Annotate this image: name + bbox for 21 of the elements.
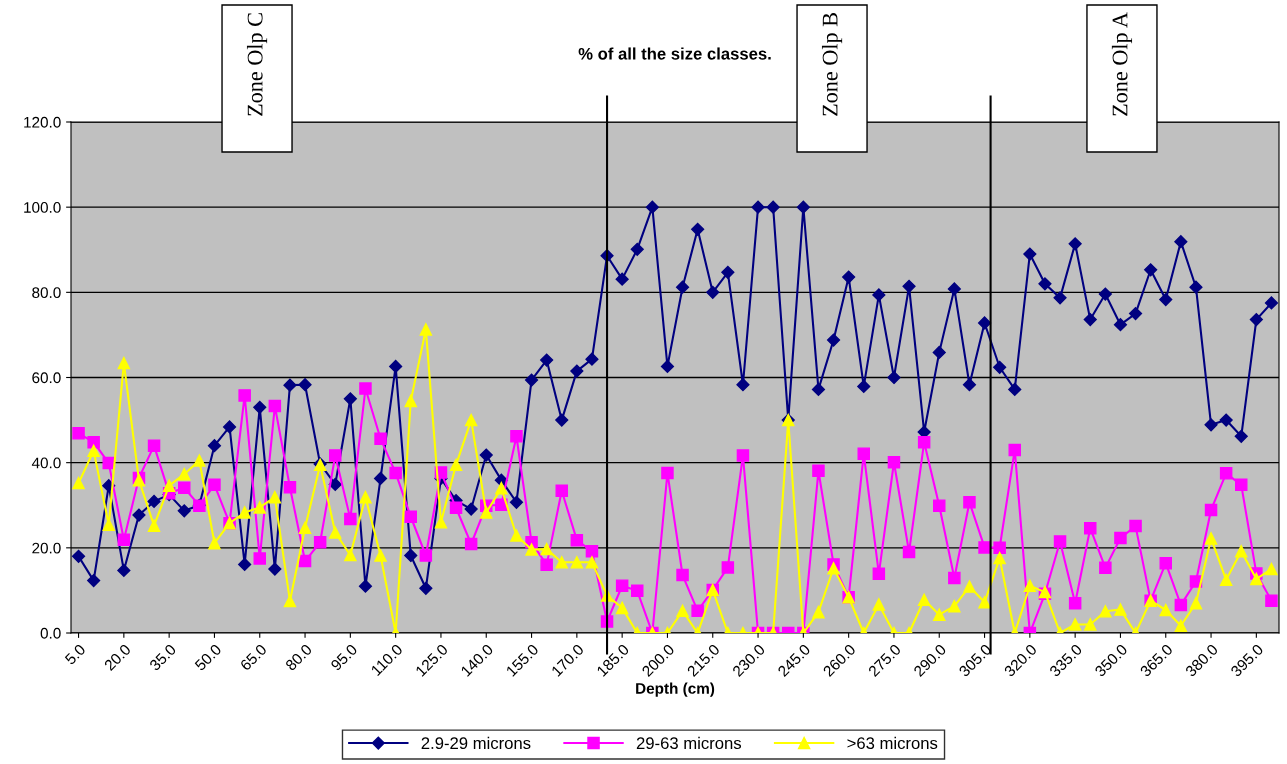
x-tick-label: 80.0: [284, 643, 313, 672]
x-axis-title: Depth (cm): [636, 682, 715, 697]
legend-label: 2.9-29 microns: [421, 736, 531, 750]
y-tick-label: 80.0: [32, 287, 61, 299]
y-tick-label: 120.0: [24, 116, 61, 128]
text: Zone Olp A: [1111, 12, 1133, 116]
y-tick-label: 100.0: [24, 202, 61, 213]
legend-label: 29-63 microns: [636, 736, 742, 750]
y-tick-label: 20.0: [32, 542, 61, 554]
text: Zone Olp B: [821, 13, 843, 116]
x-tick-label: 35.0: [148, 643, 177, 672]
y-tick-label: 60.0: [32, 372, 61, 384]
y-tick-label: 0.0: [40, 627, 61, 639]
y-tick-label: 40.0: [31, 457, 61, 469]
chart-title: % of all the size classes.: [578, 47, 771, 60]
legend-label: >63 microns: [847, 736, 938, 750]
x-tick-label: 95.0: [330, 643, 358, 672]
x-tick-label: 65.0: [239, 643, 268, 672]
x-tick-label: 5.0: [64, 643, 87, 666]
text: Zone Olp C: [246, 13, 268, 116]
x-tick-label: 50.0: [194, 643, 222, 672]
